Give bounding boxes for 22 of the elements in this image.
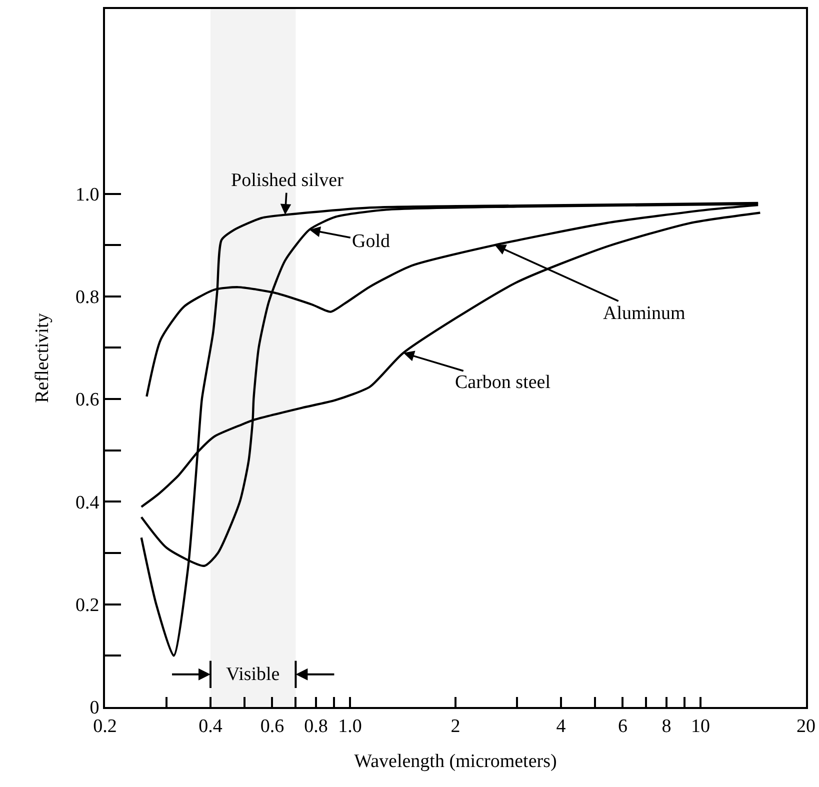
y-tick-label: 1.0 xyxy=(75,184,100,206)
x-axis-title: Wavelength (micrometers) xyxy=(354,751,557,772)
x-tick-label: 0.4 xyxy=(198,716,223,737)
y-tick-label: 0.6 xyxy=(75,390,100,411)
annotation: Gold xyxy=(352,231,390,252)
x-tick-label: 20 xyxy=(796,716,816,737)
x-tick-label: 2 xyxy=(450,716,460,737)
x-tick-label: 8 xyxy=(662,716,672,737)
x-tick-label: 10 xyxy=(690,716,710,737)
y-tick-label: 0.4 xyxy=(75,492,100,514)
annotation: Aluminum xyxy=(603,303,686,324)
x-tick-label: 4 xyxy=(556,716,566,737)
x-tick-label: 6 xyxy=(618,716,628,737)
x-tick-label: 1.0 xyxy=(338,716,362,737)
annotation: Polished silver xyxy=(231,170,344,191)
annotation: Carbon steel xyxy=(455,372,551,393)
y-tick-label: 0.8 xyxy=(75,287,100,308)
x-tick-label: 0.8 xyxy=(304,716,328,737)
x-tick-label: 0.6 xyxy=(260,716,284,737)
y-axis-title: Reflectivity xyxy=(32,312,53,403)
band-label: Visible xyxy=(226,664,280,685)
y-tick-label: 0.2 xyxy=(75,595,100,616)
